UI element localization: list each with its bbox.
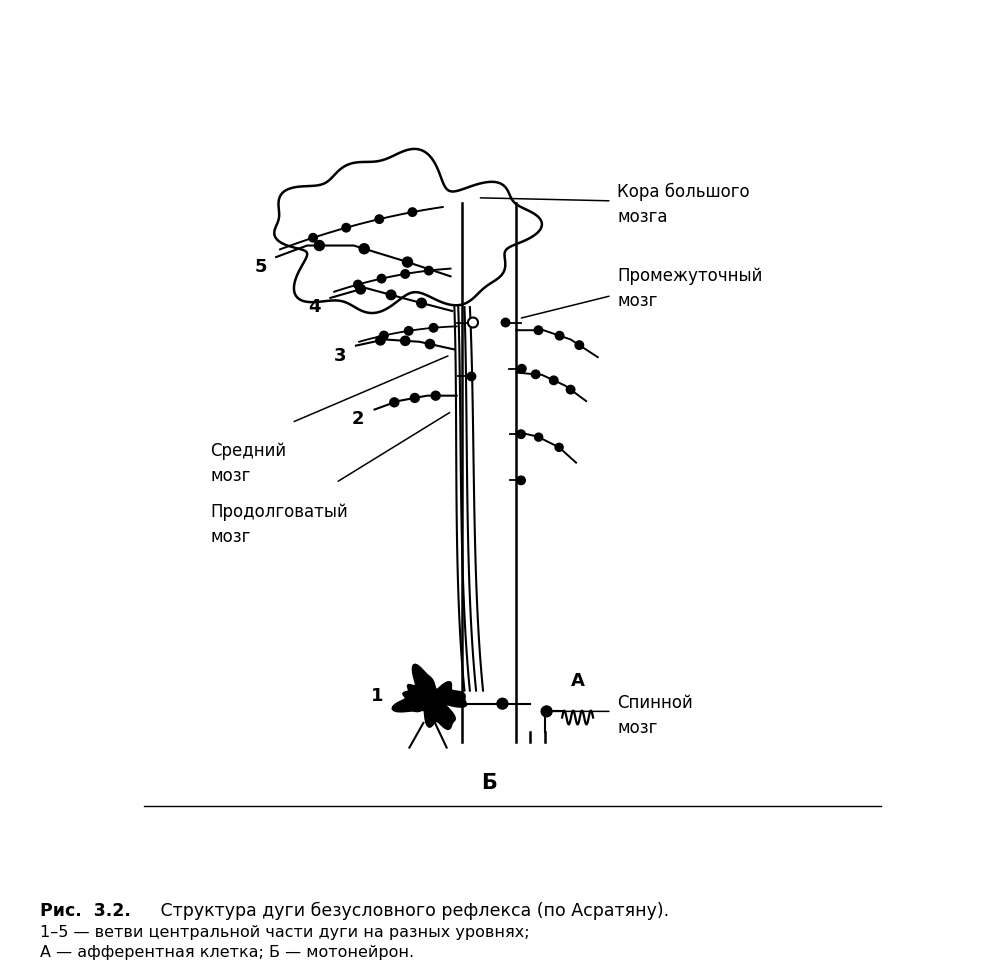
Circle shape [518, 365, 526, 373]
Circle shape [425, 266, 433, 275]
Circle shape [497, 698, 508, 709]
Circle shape [425, 340, 435, 348]
Circle shape [531, 370, 540, 378]
Text: 5: 5 [254, 258, 267, 276]
Polygon shape [392, 664, 467, 730]
Text: 1–5 — ветви центральной части дуги на разных уровнях;: 1–5 — ветви центральной части дуги на ра… [40, 925, 530, 940]
Circle shape [429, 323, 438, 332]
Circle shape [408, 208, 417, 216]
Circle shape [549, 377, 558, 384]
Text: Б: Б [481, 773, 497, 793]
Circle shape [401, 336, 410, 346]
Circle shape [356, 285, 365, 294]
Circle shape [375, 215, 384, 224]
Circle shape [431, 391, 440, 400]
Circle shape [535, 433, 543, 441]
Polygon shape [274, 149, 542, 313]
Text: А: А [571, 672, 585, 690]
Circle shape [401, 270, 409, 278]
Circle shape [541, 706, 552, 716]
Circle shape [402, 257, 413, 267]
Circle shape [377, 274, 386, 283]
Text: А — афферентная клетка; Б — мотонейрон.: А — афферентная клетка; Б — мотонейрон. [40, 945, 414, 959]
Circle shape [534, 326, 543, 335]
Circle shape [380, 331, 388, 340]
Circle shape [386, 290, 396, 300]
Circle shape [417, 298, 426, 308]
Circle shape [501, 318, 510, 327]
Circle shape [376, 336, 385, 345]
Circle shape [309, 233, 317, 242]
Circle shape [342, 224, 350, 232]
Circle shape [354, 281, 362, 288]
Text: Спинной
мозг: Спинной мозг [617, 694, 693, 737]
Circle shape [575, 341, 584, 349]
Circle shape [566, 385, 575, 394]
Text: 2: 2 [351, 409, 364, 428]
Circle shape [517, 430, 525, 439]
Text: Структура дуги безусловного рефлекса (по Асратяну).: Структура дуги безусловного рефлекса (по… [155, 902, 669, 921]
Text: 4: 4 [308, 298, 320, 317]
Circle shape [359, 244, 369, 254]
Text: Кора большого
мозга: Кора большого мозга [617, 182, 750, 226]
Text: Рис.  3.2.: Рис. 3.2. [40, 902, 131, 921]
Text: Промежуточный
мозг: Промежуточный мозг [617, 267, 763, 310]
Circle shape [390, 398, 399, 407]
Circle shape [467, 372, 476, 380]
Circle shape [314, 240, 324, 251]
Circle shape [517, 476, 525, 485]
Circle shape [410, 393, 419, 403]
Text: Продолговатый
мозг: Продолговатый мозг [210, 503, 348, 547]
Text: 3: 3 [333, 347, 346, 365]
Circle shape [404, 326, 413, 335]
Text: Средний
мозг: Средний мозг [210, 441, 286, 485]
Circle shape [555, 443, 563, 451]
Circle shape [468, 318, 478, 327]
Text: 1: 1 [371, 687, 383, 705]
Circle shape [555, 331, 564, 340]
